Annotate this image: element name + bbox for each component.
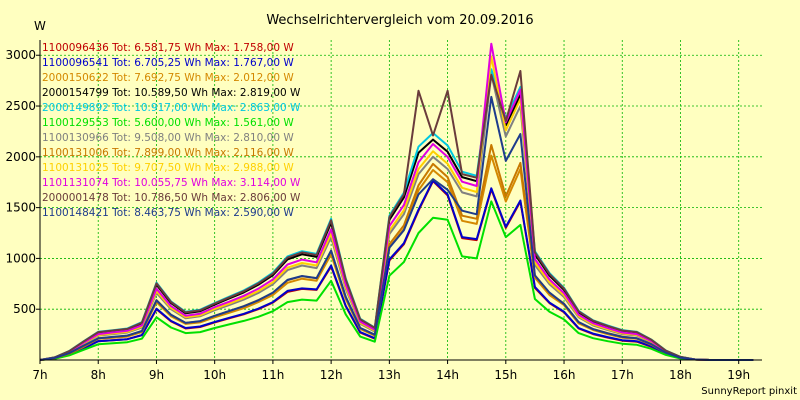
legend-entry: 2000154799 Tot: 10.589,50 Wh Max: 2.819,… — [42, 87, 301, 99]
legend: 1100096436 Tot: 6.581,75 Wh Max: 1.758,0… — [42, 42, 301, 219]
legend-entry: 2000149892 Tot: 10.917,00 Wh Max: 2.863,… — [42, 102, 301, 114]
legend-entry: 1101131074 Tot: 10.055,75 Wh Max: 3.114,… — [42, 177, 301, 189]
x-tick-label: 19h — [727, 368, 750, 382]
legend-entry: 1100148421 Tot: 8.463,75 Wh Max: 2.590,0… — [42, 207, 294, 219]
x-tick-label: 13h — [378, 368, 401, 382]
x-tick-label: 16h — [553, 368, 576, 382]
x-tick-label: 10h — [203, 368, 226, 382]
x-tick-label: 14h — [436, 368, 459, 382]
legend-entry: 1100096541 Tot: 6.705,25 Wh Max: 1.767,0… — [42, 57, 294, 69]
x-tick-label: 17h — [611, 368, 634, 382]
x-tick-label: 9h — [149, 368, 164, 382]
x-tick-label: 12h — [320, 368, 343, 382]
legend-entry: 1100130966 Tot: 9.508,00 Wh Max: 2.810,0… — [42, 132, 294, 144]
series-line — [39, 179, 754, 361]
y-tick-label: 2500 — [5, 99, 36, 113]
y-tick-label: 1000 — [5, 251, 36, 265]
legend-entry: 1100131025 Tot: 9.707,50 Wh Max: 2.988,0… — [42, 162, 294, 174]
y-tick-label: 2000 — [5, 150, 36, 164]
x-tick-label: 11h — [261, 368, 284, 382]
x-tick-label: 7h — [32, 368, 47, 382]
legend-entry: 2000001478 Tot: 10.786,50 Wh Max: 2.806,… — [42, 192, 301, 204]
series-line — [39, 200, 754, 361]
y-axis-unit-label: W — [34, 19, 46, 33]
legend-entry: 2000150622 Tot: 7.692,75 Wh Max: 2.012,0… — [42, 72, 294, 84]
legend-entry: 1100131006 Tot: 7.899,00 Wh Max: 2.116,0… — [42, 147, 294, 159]
x-tick-label: 15h — [494, 368, 517, 382]
credit-text: SunnyReport pinxit — [701, 386, 797, 397]
series-line — [39, 42, 754, 361]
y-tick-label: 3000 — [5, 48, 36, 62]
legend-entry: 1100096436 Tot: 6.581,75 Wh Max: 1.758,0… — [42, 42, 294, 54]
axes — [39, 40, 762, 361]
legend-entry: 1100129553 Tot: 5.600,00 Wh Max: 1.561,0… — [42, 117, 294, 129]
chart-title: Wechselrichtervergleich vom 20.09.2016 — [266, 13, 533, 28]
y-tick-labels: 500 1000 1500 2000 2500 3000 — [5, 48, 40, 316]
series-line — [39, 95, 754, 361]
grid — [39, 40, 762, 360]
x-tick-label: 18h — [669, 368, 692, 382]
series-lines — [39, 42, 754, 361]
y-tick-label: 500 — [13, 302, 36, 316]
x-tick-labels: 7h 8h 9h 10h 11h 12h 13h 14h 15h 16h 17h 18h 19h — [32, 360, 750, 382]
x-tick-label: 8h — [91, 368, 106, 382]
y-tick-label: 1500 — [5, 201, 36, 215]
series-line — [39, 70, 754, 361]
